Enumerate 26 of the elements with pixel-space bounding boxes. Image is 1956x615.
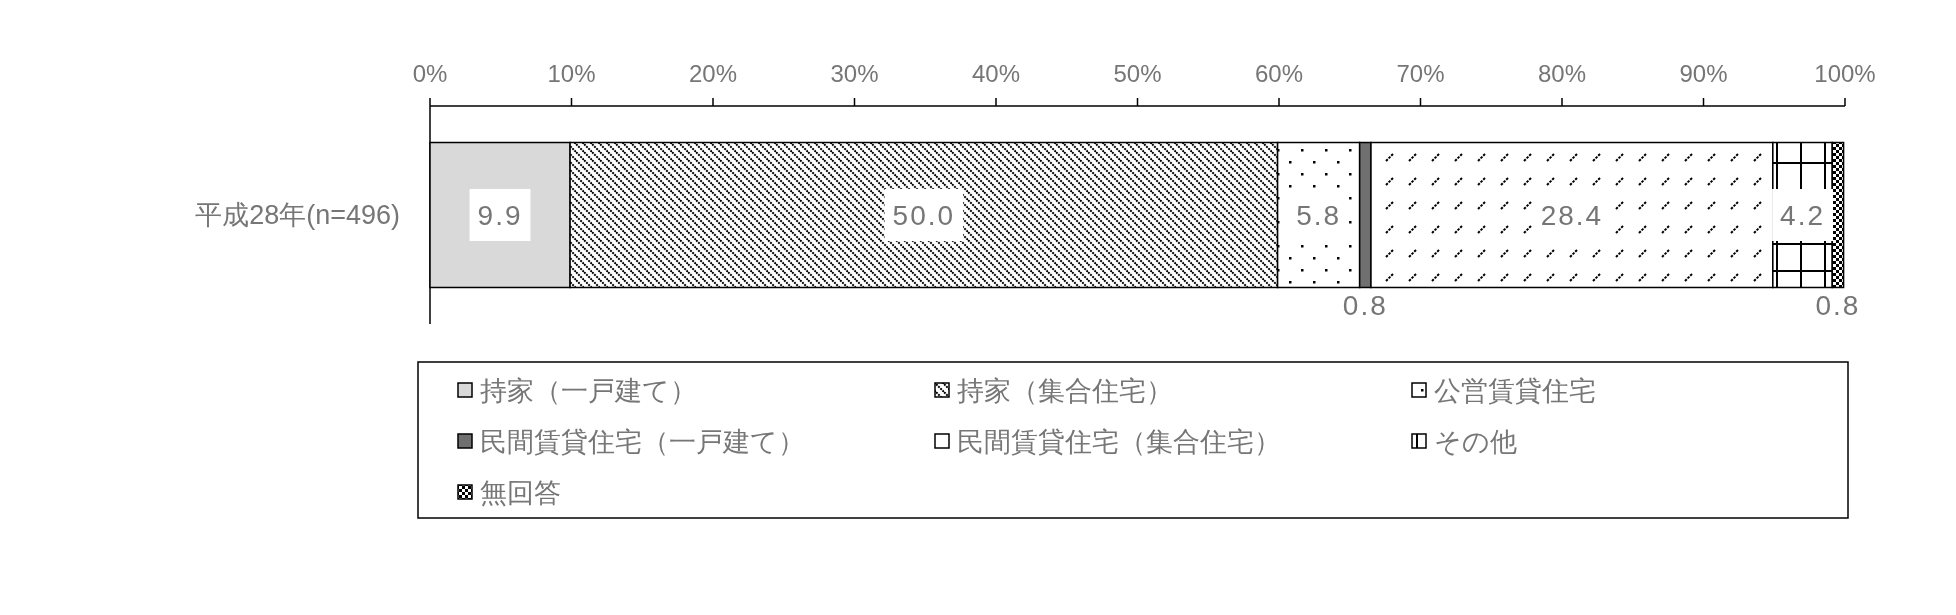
legend-label: その他 — [1434, 427, 1517, 457]
data-label: 50.0 — [892, 200, 956, 231]
x-tick-label: 100% — [1814, 60, 1876, 87]
legend-label: 持家（一戸建て） — [480, 376, 697, 406]
legend-label: 公営賃貸住宅 — [1434, 376, 1596, 406]
data-label: 4.2 — [1780, 200, 1826, 231]
data-label: 0.8 — [1815, 290, 1861, 322]
x-tick-label: 20% — [688, 60, 738, 87]
legend-label: 民間賃貸住宅（一戸建て） — [480, 427, 805, 457]
x-tick-label: 70% — [1396, 60, 1445, 87]
x-tick-label: 0% — [412, 60, 448, 87]
data-label: 9.9 — [477, 200, 523, 231]
x-tick-label: 40% — [971, 60, 1021, 87]
x-tick-label: 10% — [547, 60, 596, 87]
legend-label: 民間賃貸住宅（集合住宅） — [957, 427, 1281, 457]
x-tick-label: 80% — [1537, 60, 1587, 87]
data-label: 0.8 — [1342, 290, 1388, 322]
legend-label: 持家（集合住宅） — [957, 376, 1173, 406]
x-tick-label: 30% — [830, 60, 879, 87]
x-tick-label: 50% — [1113, 60, 1162, 87]
x-tick-label: 90% — [1679, 60, 1728, 87]
y-tick-label: 平成28年(n=496) — [195, 200, 400, 230]
data-label: 28.4 — [1540, 200, 1604, 231]
x-tick-label: 60% — [1254, 60, 1304, 87]
data-label: 5.8 — [1296, 200, 1342, 231]
legend-label: 無回答 — [480, 478, 561, 508]
